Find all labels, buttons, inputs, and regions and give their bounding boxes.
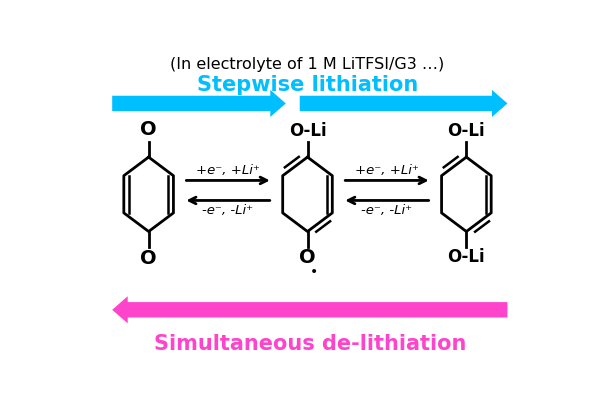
Text: O: O — [299, 248, 316, 268]
Polygon shape — [112, 296, 508, 323]
Text: O-Li: O-Li — [448, 122, 485, 140]
Text: +e⁻, +Li⁺: +e⁻, +Li⁺ — [196, 164, 260, 176]
Text: •: • — [310, 265, 319, 279]
Text: (In electrolyte of 1 M LiTFSI/G3 …): (In electrolyte of 1 M LiTFSI/G3 …) — [170, 57, 445, 72]
Polygon shape — [112, 90, 286, 117]
Text: O-Li: O-Li — [448, 248, 485, 266]
Text: O: O — [140, 249, 157, 268]
Text: -e⁻, -Li⁺: -e⁻, -Li⁺ — [361, 204, 413, 217]
Text: -e⁻, -Li⁺: -e⁻, -Li⁺ — [203, 204, 254, 217]
Text: Stepwise lithiation: Stepwise lithiation — [197, 75, 418, 95]
Text: +e⁻, +Li⁺: +e⁻, +Li⁺ — [355, 164, 419, 176]
Polygon shape — [300, 90, 508, 117]
Text: Simultaneous de-lithiation: Simultaneous de-lithiation — [154, 334, 466, 354]
Text: O: O — [140, 120, 157, 139]
Text: O-Li: O-Li — [289, 122, 326, 140]
